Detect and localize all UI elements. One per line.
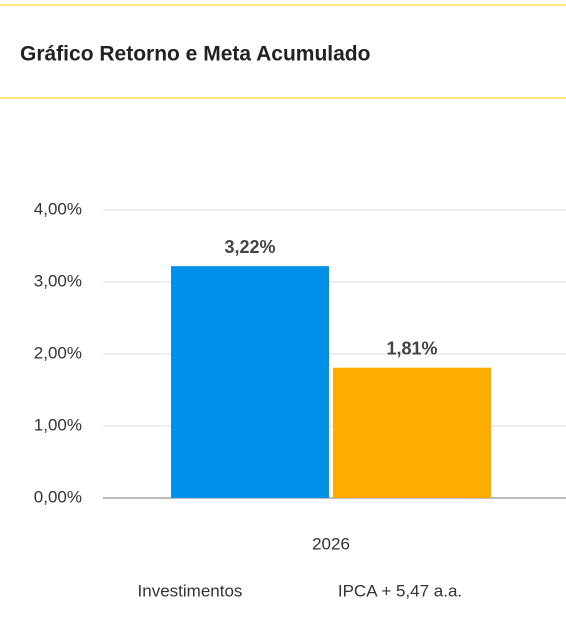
bar <box>171 266 329 498</box>
y-tick-label: 0,00% <box>34 487 82 506</box>
y-tick-label: 2,00% <box>34 343 82 362</box>
x-tick-label: 2026 <box>312 534 350 553</box>
chart-title: Gráfico Retorno e Meta Acumulado <box>20 43 370 66</box>
y-tick-label: 3,00% <box>34 271 82 290</box>
y-tick-label: 1,00% <box>34 415 82 434</box>
legend-label: Investimentos <box>138 581 243 600</box>
value-label: 3,22% <box>224 237 275 257</box>
value-label: 1,81% <box>386 338 437 358</box>
legend-label: IPCA + 5,47 a.a. <box>338 581 462 600</box>
bar <box>333 367 491 498</box>
y-tick-label: 4,00% <box>34 199 82 218</box>
